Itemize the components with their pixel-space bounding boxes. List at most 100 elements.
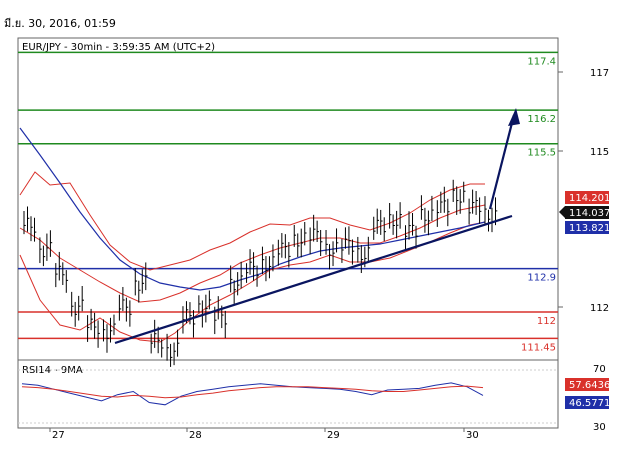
price-bar bbox=[90, 308, 93, 331]
x-tick-28: 28 bbox=[189, 430, 202, 441]
price-bar bbox=[367, 236, 371, 262]
rsi-line bbox=[21, 382, 484, 406]
price-bar bbox=[472, 189, 475, 214]
price-bar bbox=[253, 252, 256, 281]
x-tick-29: 29 bbox=[327, 430, 340, 441]
price-bar bbox=[138, 280, 141, 303]
price-bar bbox=[351, 239, 355, 265]
rsi-ma-line bbox=[21, 385, 484, 399]
level-label-2: 115.5 bbox=[527, 148, 556, 159]
price-bar bbox=[46, 233, 49, 261]
price-bar bbox=[87, 315, 90, 342]
price-bar bbox=[62, 262, 65, 286]
price-bar bbox=[113, 314, 116, 336]
price-bar bbox=[166, 333, 169, 361]
price-bar bbox=[341, 238, 344, 263]
price-bar bbox=[456, 186, 459, 215]
price-bar bbox=[313, 214, 316, 242]
level-label-4: 112 bbox=[537, 316, 556, 327]
price-bar bbox=[71, 291, 74, 317]
price-bar bbox=[383, 217, 387, 242]
price-bar bbox=[281, 233, 284, 258]
price-bar bbox=[58, 251, 62, 281]
price-bar bbox=[440, 191, 443, 213]
price-bar bbox=[145, 262, 148, 291]
rsi-tag: 46.5771 bbox=[569, 398, 610, 409]
price-tag-lower: 113.821 bbox=[569, 223, 610, 234]
price-tag-lower-bg bbox=[565, 221, 609, 234]
price-bar bbox=[106, 324, 109, 353]
price-bar bbox=[373, 216, 376, 240]
price-bar bbox=[240, 261, 243, 289]
price-bar bbox=[161, 339, 164, 358]
price-bar bbox=[230, 265, 233, 293]
price-bar bbox=[459, 189, 463, 214]
price-bar bbox=[332, 241, 335, 267]
price-bar bbox=[94, 312, 97, 339]
price-bar bbox=[34, 217, 37, 242]
y-tick-117: 117 bbox=[590, 68, 609, 79]
levels-layer: 117.4 116.2 115.5 112.9 112 111.45 bbox=[18, 51, 558, 353]
price-bar bbox=[399, 202, 402, 229]
price-bar bbox=[463, 181, 466, 203]
price-bar bbox=[154, 319, 157, 348]
price-bar bbox=[420, 195, 424, 220]
price-bar bbox=[55, 263, 58, 288]
bollinger-lower-line bbox=[19, 221, 486, 343]
price-bars bbox=[23, 179, 498, 367]
price-bar bbox=[249, 249, 252, 275]
price-bar bbox=[316, 220, 319, 243]
price-bar bbox=[468, 198, 471, 225]
x-tick-30: 30 bbox=[466, 430, 479, 441]
price-bar bbox=[65, 270, 69, 293]
price-bar bbox=[27, 206, 30, 232]
rsi-tick-30: 30 bbox=[593, 422, 606, 433]
price-bar bbox=[125, 297, 129, 322]
price-bar bbox=[424, 207, 427, 233]
price-bar bbox=[81, 285, 84, 312]
level-label-1: 116.2 bbox=[527, 114, 556, 125]
timestamp: มี.ย. 30, 2016, 01:59 bbox=[4, 17, 116, 30]
price-bar bbox=[357, 236, 360, 263]
rsi-tag-bg bbox=[565, 396, 609, 409]
level-label-0: 117.4 bbox=[527, 56, 556, 67]
price-bar bbox=[122, 286, 125, 312]
price-bar bbox=[360, 245, 364, 274]
price-axis-ticks: 117 115 112 bbox=[558, 68, 609, 314]
price-bar bbox=[150, 333, 153, 354]
price-bar bbox=[261, 246, 265, 275]
moving-average-line bbox=[19, 127, 486, 291]
price-bar bbox=[408, 211, 411, 240]
price-bar bbox=[134, 268, 138, 296]
price-bar bbox=[405, 225, 408, 250]
price-bar bbox=[309, 227, 312, 255]
price-bar bbox=[49, 230, 53, 257]
price-bar bbox=[376, 208, 380, 234]
price-bar bbox=[452, 179, 456, 202]
price-bar bbox=[265, 256, 268, 282]
price-bar bbox=[23, 211, 26, 235]
price-bar bbox=[380, 209, 383, 235]
price-bar bbox=[427, 210, 431, 236]
chart-title: EUR/JPY - 30min - 3:59:35 AM (UTC+2) bbox=[22, 42, 215, 53]
rsi-ma-tag: 57.6436 bbox=[569, 380, 610, 391]
price-bar bbox=[436, 200, 440, 227]
price-bar bbox=[284, 234, 288, 259]
price-bar bbox=[297, 233, 300, 258]
price-bar bbox=[170, 343, 173, 367]
price-bar bbox=[109, 317, 113, 343]
rsi-title: RSI14 - 9MA bbox=[22, 365, 83, 376]
price-bar bbox=[293, 224, 297, 247]
price-tag-upper-bg bbox=[565, 191, 609, 204]
rsi-plot-frame bbox=[17, 359, 559, 429]
price-bar bbox=[488, 209, 491, 232]
price-bar bbox=[97, 320, 100, 348]
y-tick-112: 112 bbox=[590, 303, 609, 314]
price-bar bbox=[348, 226, 351, 255]
price-bar bbox=[141, 269, 145, 294]
price-bar bbox=[277, 239, 281, 266]
price-bar bbox=[256, 265, 259, 287]
price-bar bbox=[157, 326, 160, 354]
price-bar bbox=[118, 294, 122, 321]
